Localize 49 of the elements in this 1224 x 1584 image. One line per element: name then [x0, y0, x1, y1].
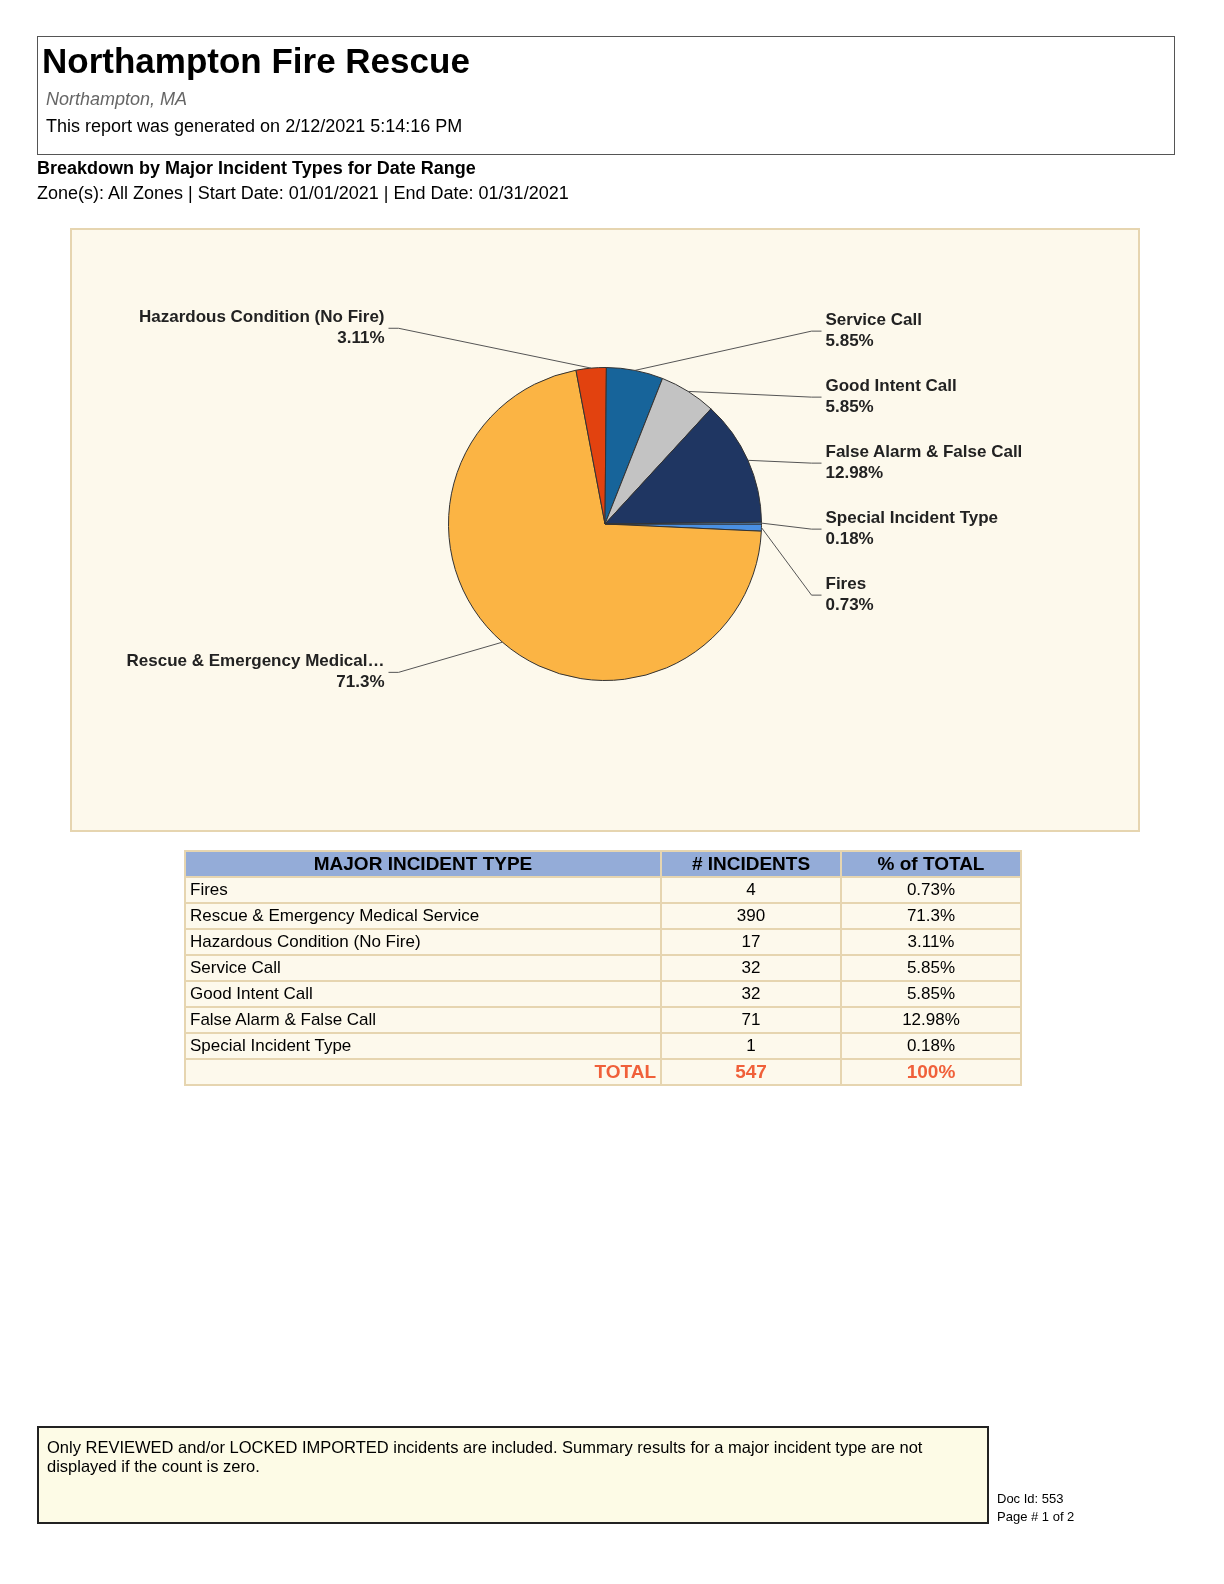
- slice-label: Special Incident Type: [825, 507, 999, 527]
- chart-subtitle: Breakdown by Major Incident Types for Date Range: [37, 158, 476, 179]
- text: Good Intent Call: [185, 981, 661, 1007]
- text: 71: [661, 1007, 841, 1033]
- text: 5.85%: [906, 958, 956, 977]
- chart-title: Northampton Fire Rescue: [42, 41, 471, 81]
- slice-label: Fires: [825, 573, 867, 593]
- text: This report was generated on 2/12/2021 5:14:16 PM: [46, 116, 464, 137]
- text: 3.11%: [907, 932, 955, 951]
- text: 5.85%: [906, 984, 956, 1003]
- text: Page # 1 of 2: [997, 1508, 1075, 1526]
- text: 1: [661, 1033, 841, 1059]
- text: 71.3%: [906, 906, 956, 925]
- text: Doc Id: 553: [997, 1490, 1065, 1508]
- data-label: 0.18%: [825, 528, 874, 548]
- data-label: 3.11%: [337, 327, 385, 347]
- slice-label: False Alarm & False Call: [825, 441, 1023, 461]
- text: 12.98%: [902, 1010, 960, 1029]
- slice-label: Rescue & Emergency Medical…: [126, 651, 385, 671]
- data-label: 5.85%: [825, 396, 874, 416]
- text: 390: [661, 903, 841, 929]
- text: Only REVIEWED and/or LOCKED IMPORTED incidents are included. Summary results for a major incident type are not displayed if the count is zero.: [37, 1426, 989, 1524]
- data-label: 71.3%: [336, 672, 385, 692]
- data-label: 5.85%: [825, 330, 874, 350]
- slice-label: Service Call: [825, 309, 922, 329]
- text: Special Incident Type: [185, 1033, 661, 1059]
- text: MAJOR INCIDENT TYPE: [185, 851, 661, 877]
- text: Hazardous Condition (No Fire): [185, 929, 661, 955]
- text: 32: [661, 955, 841, 981]
- text: Northampton, MA: [46, 89, 189, 110]
- text: # INCIDENTS: [661, 851, 841, 877]
- text: 547: [735, 1061, 767, 1082]
- text: Zone(s): All Zones | Start Date: 01/01/2021 | End Date: 01/31/2021: [37, 183, 569, 204]
- text: Rescue & Emergency Medical Service: [185, 903, 661, 929]
- text: 0.73%: [906, 880, 956, 899]
- data-label: 12.98%: [825, 462, 884, 482]
- slice-label: Good Intent Call: [825, 375, 957, 395]
- slice-label: Hazardous Condition (No Fire): [138, 306, 385, 326]
- text: False Alarm & False Call: [185, 1007, 661, 1033]
- text: 17: [661, 929, 841, 955]
- text: Fires: [185, 877, 661, 903]
- text: 32: [661, 981, 841, 1007]
- data-label: 0.73%: [825, 594, 874, 614]
- text: % of TOTAL: [841, 851, 1021, 877]
- text: 0.18%: [906, 1036, 956, 1055]
- text: Service Call: [185, 955, 661, 981]
- text: TOTAL: [185, 1059, 661, 1085]
- text: 4: [661, 877, 841, 903]
- text: 100%: [906, 1061, 956, 1082]
